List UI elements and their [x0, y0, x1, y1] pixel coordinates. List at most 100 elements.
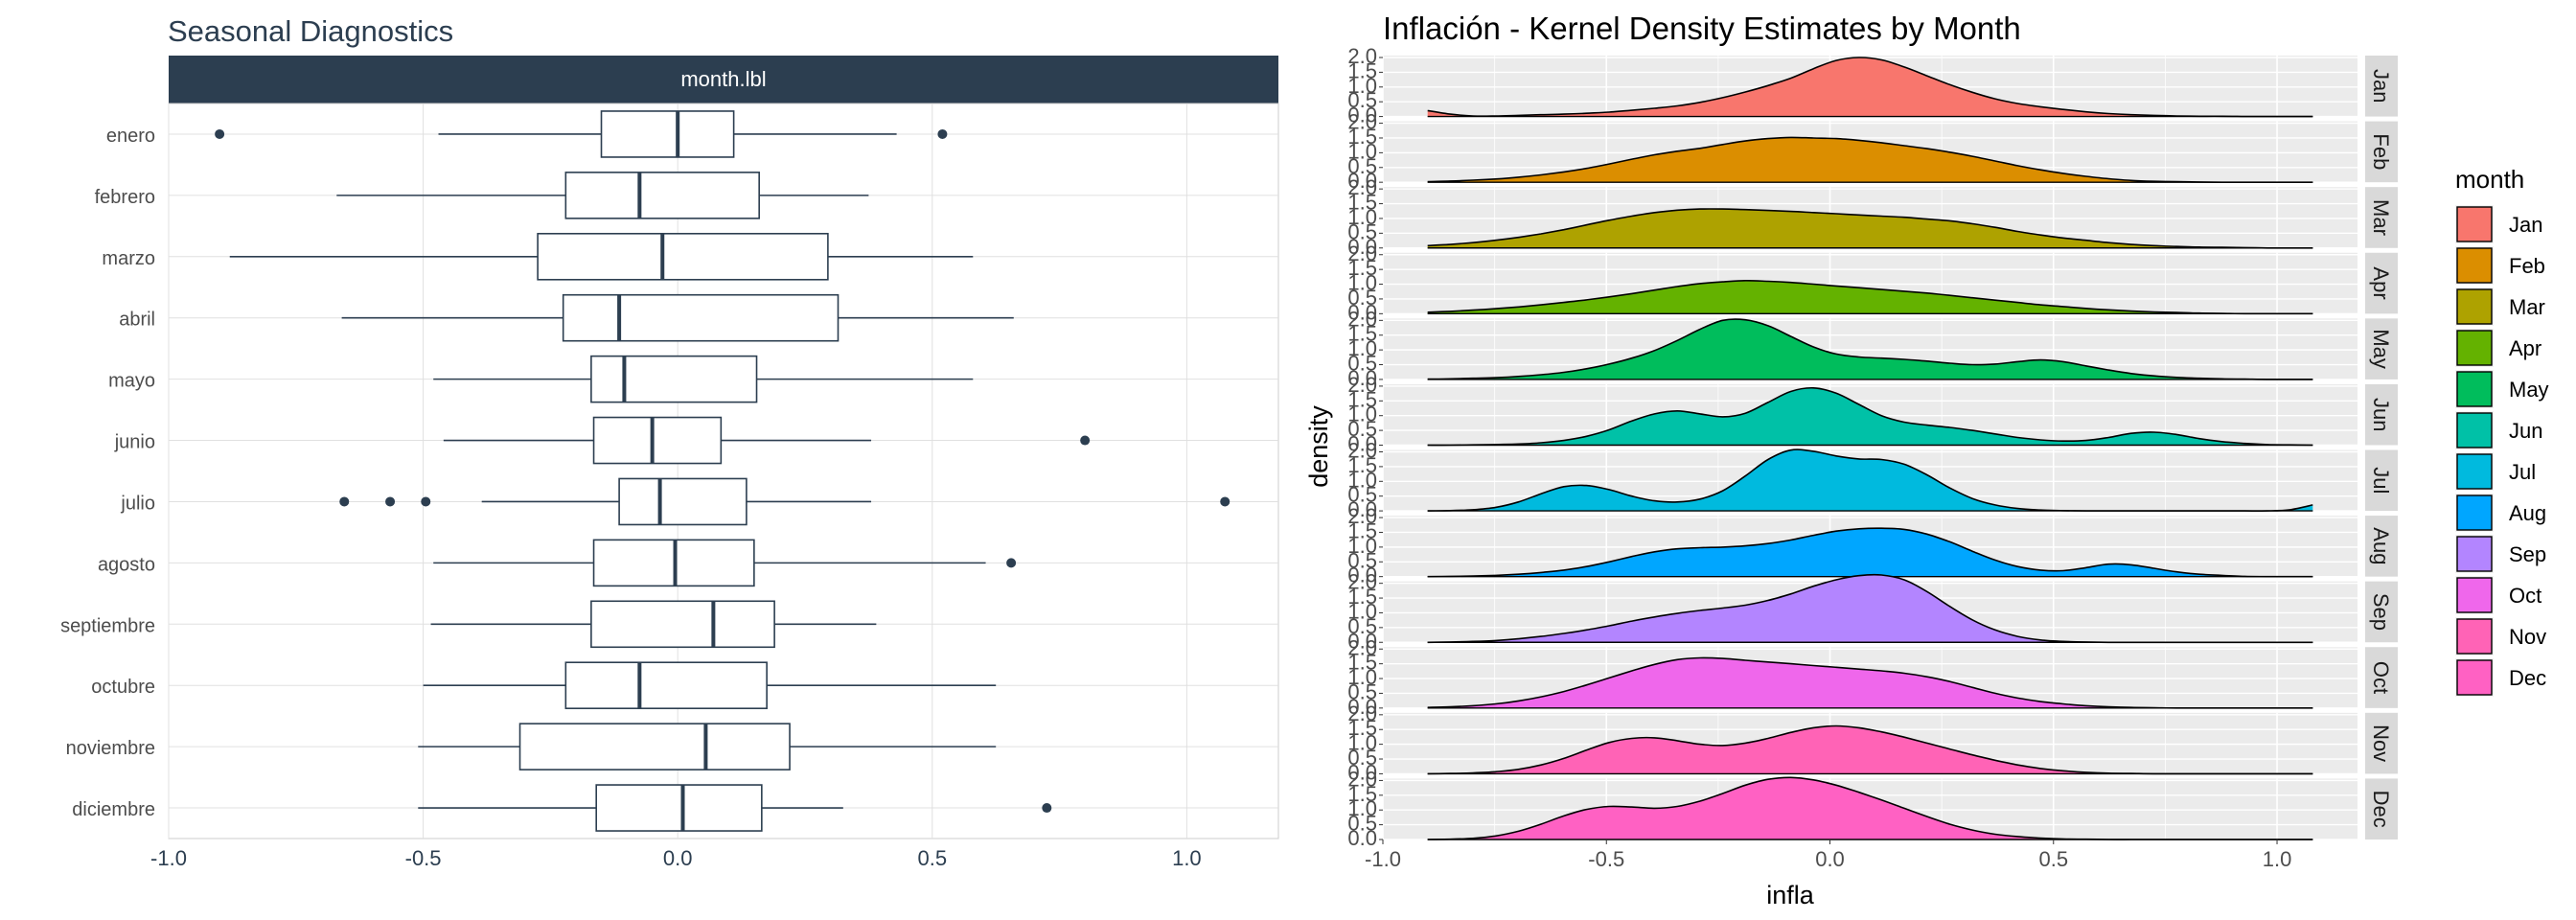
- facet-strip: [169, 56, 1278, 104]
- y-tick-label: 0.0: [1347, 366, 1377, 390]
- facet-strip: [2365, 383, 2398, 446]
- y-tick-label: 1.5: [1347, 256, 1377, 280]
- y-tick-label: 0.5: [1347, 352, 1377, 376]
- density-area: [1427, 208, 2313, 248]
- category-label: diciembre: [72, 799, 155, 820]
- density-x-axis-title: infla: [1766, 881, 1815, 909]
- boxplot-x-ticks: -1.0 -0.5 0.0 0.5 1.0: [150, 846, 1202, 870]
- box-noviembre: [418, 723, 997, 770]
- box-enero: [215, 110, 948, 158]
- density-y-axis-title: density: [1304, 405, 1333, 488]
- legend-title: month: [2455, 165, 2524, 194]
- category-label: octubre: [91, 677, 155, 698]
- outlier-point: [1042, 803, 1052, 814]
- y-tick-label: 1.0: [1347, 665, 1377, 689]
- outlier-point: [1080, 435, 1091, 446]
- x-tick-label: 0.0: [1815, 847, 1845, 871]
- density-facet-Jan: 0.00.51.01.52.0 Jan: [1347, 44, 2398, 127]
- y-tick-label: 1.5: [1347, 125, 1377, 149]
- facet-strip: [2365, 647, 2398, 708]
- box-octubre: [423, 661, 997, 710]
- y-tick-label: 1.5: [1347, 453, 1377, 477]
- legend-key-Dec: [2456, 659, 2493, 696]
- box-iqr: [537, 232, 829, 281]
- density-facet-Dec: 0.00.51.01.52.0 Dec: [1347, 767, 2398, 850]
- y-tick-label: 0.5: [1347, 614, 1377, 638]
- facet-strip: [2365, 581, 2398, 643]
- category-label: junio: [114, 432, 155, 453]
- boxplot-boxes: [215, 110, 1230, 832]
- density-facet-Jul: 0.00.51.01.52.0 Jul: [1347, 439, 2398, 521]
- legend-label: Jul: [2509, 460, 2536, 484]
- y-tick-label: 1.0: [1347, 468, 1377, 492]
- legend-label: Jan: [2509, 213, 2542, 237]
- y-tick-label: 1.5: [1347, 58, 1377, 82]
- y-tick-label: 0.5: [1347, 812, 1377, 836]
- y-tick-label: 2.0: [1347, 570, 1377, 594]
- legend-label: Oct: [2509, 584, 2542, 608]
- legend-key-Apr: [2456, 330, 2493, 366]
- legend-label: Aug: [2509, 501, 2546, 525]
- facet-strip: [2365, 449, 2398, 512]
- box-febrero: [336, 172, 869, 219]
- legend-label: Dec: [2509, 666, 2546, 690]
- y-tick-label: 0.5: [1347, 746, 1377, 770]
- box-iqr: [518, 723, 791, 770]
- y-tick-label: 1.0: [1347, 74, 1377, 98]
- boxplot-category-labels: enero febrero marzo abril mayo junio julio agos…: [60, 126, 155, 820]
- facet-strip: [2365, 121, 2398, 183]
- box-iqr: [595, 784, 763, 832]
- density-facets: 0.00.51.01.52.0Jan0.00.51.01.52.0Feb0.00…: [1347, 44, 2398, 850]
- y-tick-label: 2.0: [1347, 242, 1377, 265]
- y-tick-label: 0.5: [1347, 88, 1377, 112]
- box-iqr: [562, 293, 840, 342]
- y-tick-label: 0.5: [1347, 679, 1377, 703]
- density-area: [1427, 528, 2313, 577]
- y-tick-label: 0.0: [1347, 826, 1377, 850]
- density-facet-Nov: 0.00.51.01.52.0 Nov: [1347, 702, 2398, 784]
- density-curve: [1427, 208, 2313, 249]
- box-junio: [443, 416, 1091, 465]
- density-area: [1427, 137, 2313, 183]
- x-tick-label: -0.5: [405, 846, 442, 870]
- facet-strip-label: May: [2369, 329, 2393, 369]
- y-tick-label: 2.0: [1347, 635, 1377, 659]
- y-tick-label: 0.0: [1347, 629, 1377, 653]
- legend-key-Jun: [2456, 412, 2493, 448]
- boxplot-plot-area: [168, 103, 1279, 840]
- density-curve: [1427, 136, 2313, 183]
- box-iqr: [590, 355, 758, 403]
- x-tick-label: -0.5: [1588, 847, 1624, 871]
- y-tick-label: 0.5: [1347, 483, 1377, 507]
- y-tick-label: 1.5: [1347, 782, 1377, 806]
- density-facet-Jun: 0.00.51.01.52.0 Jun: [1347, 373, 2398, 456]
- density-area: [1427, 319, 2313, 380]
- facet-strip-label: Dec: [2369, 791, 2393, 828]
- legend-key-Nov: [2456, 618, 2493, 655]
- box-marzo: [229, 232, 974, 281]
- y-tick-label: 0.5: [1347, 286, 1377, 310]
- y-tick-label: 0.5: [1347, 219, 1377, 243]
- y-tick-label: 0.0: [1347, 169, 1377, 193]
- category-label: enero: [106, 126, 155, 147]
- density-facet-Feb: 0.00.51.01.52.0 Feb: [1347, 110, 2398, 193]
- category-label: febrero: [95, 187, 155, 208]
- y-tick-label: 2.0: [1347, 373, 1377, 397]
- y-tick-label: 0.0: [1347, 300, 1377, 324]
- density-area: [1427, 574, 2313, 643]
- facet-strip-label: month.lbl: [680, 67, 766, 91]
- legend-key-Aug: [2456, 494, 2493, 531]
- outlier-point: [937, 128, 948, 139]
- density-curve: [1427, 318, 2313, 380]
- outlier-point: [385, 496, 396, 507]
- y-tick-label: 1.0: [1347, 402, 1377, 426]
- y-tick-label: 0.0: [1347, 564, 1377, 587]
- x-tick-label: 0.5: [917, 846, 947, 870]
- density-curve: [1427, 57, 2313, 118]
- x-tick-label: -1.0: [150, 846, 187, 870]
- density-facet-Oct: 0.00.51.01.52.0 Oct: [1347, 635, 2398, 719]
- box-iqr: [600, 110, 735, 158]
- y-tick-label: 1.0: [1347, 336, 1377, 360]
- facet-strip: [2365, 187, 2398, 248]
- y-tick-label: 1.5: [1347, 387, 1377, 411]
